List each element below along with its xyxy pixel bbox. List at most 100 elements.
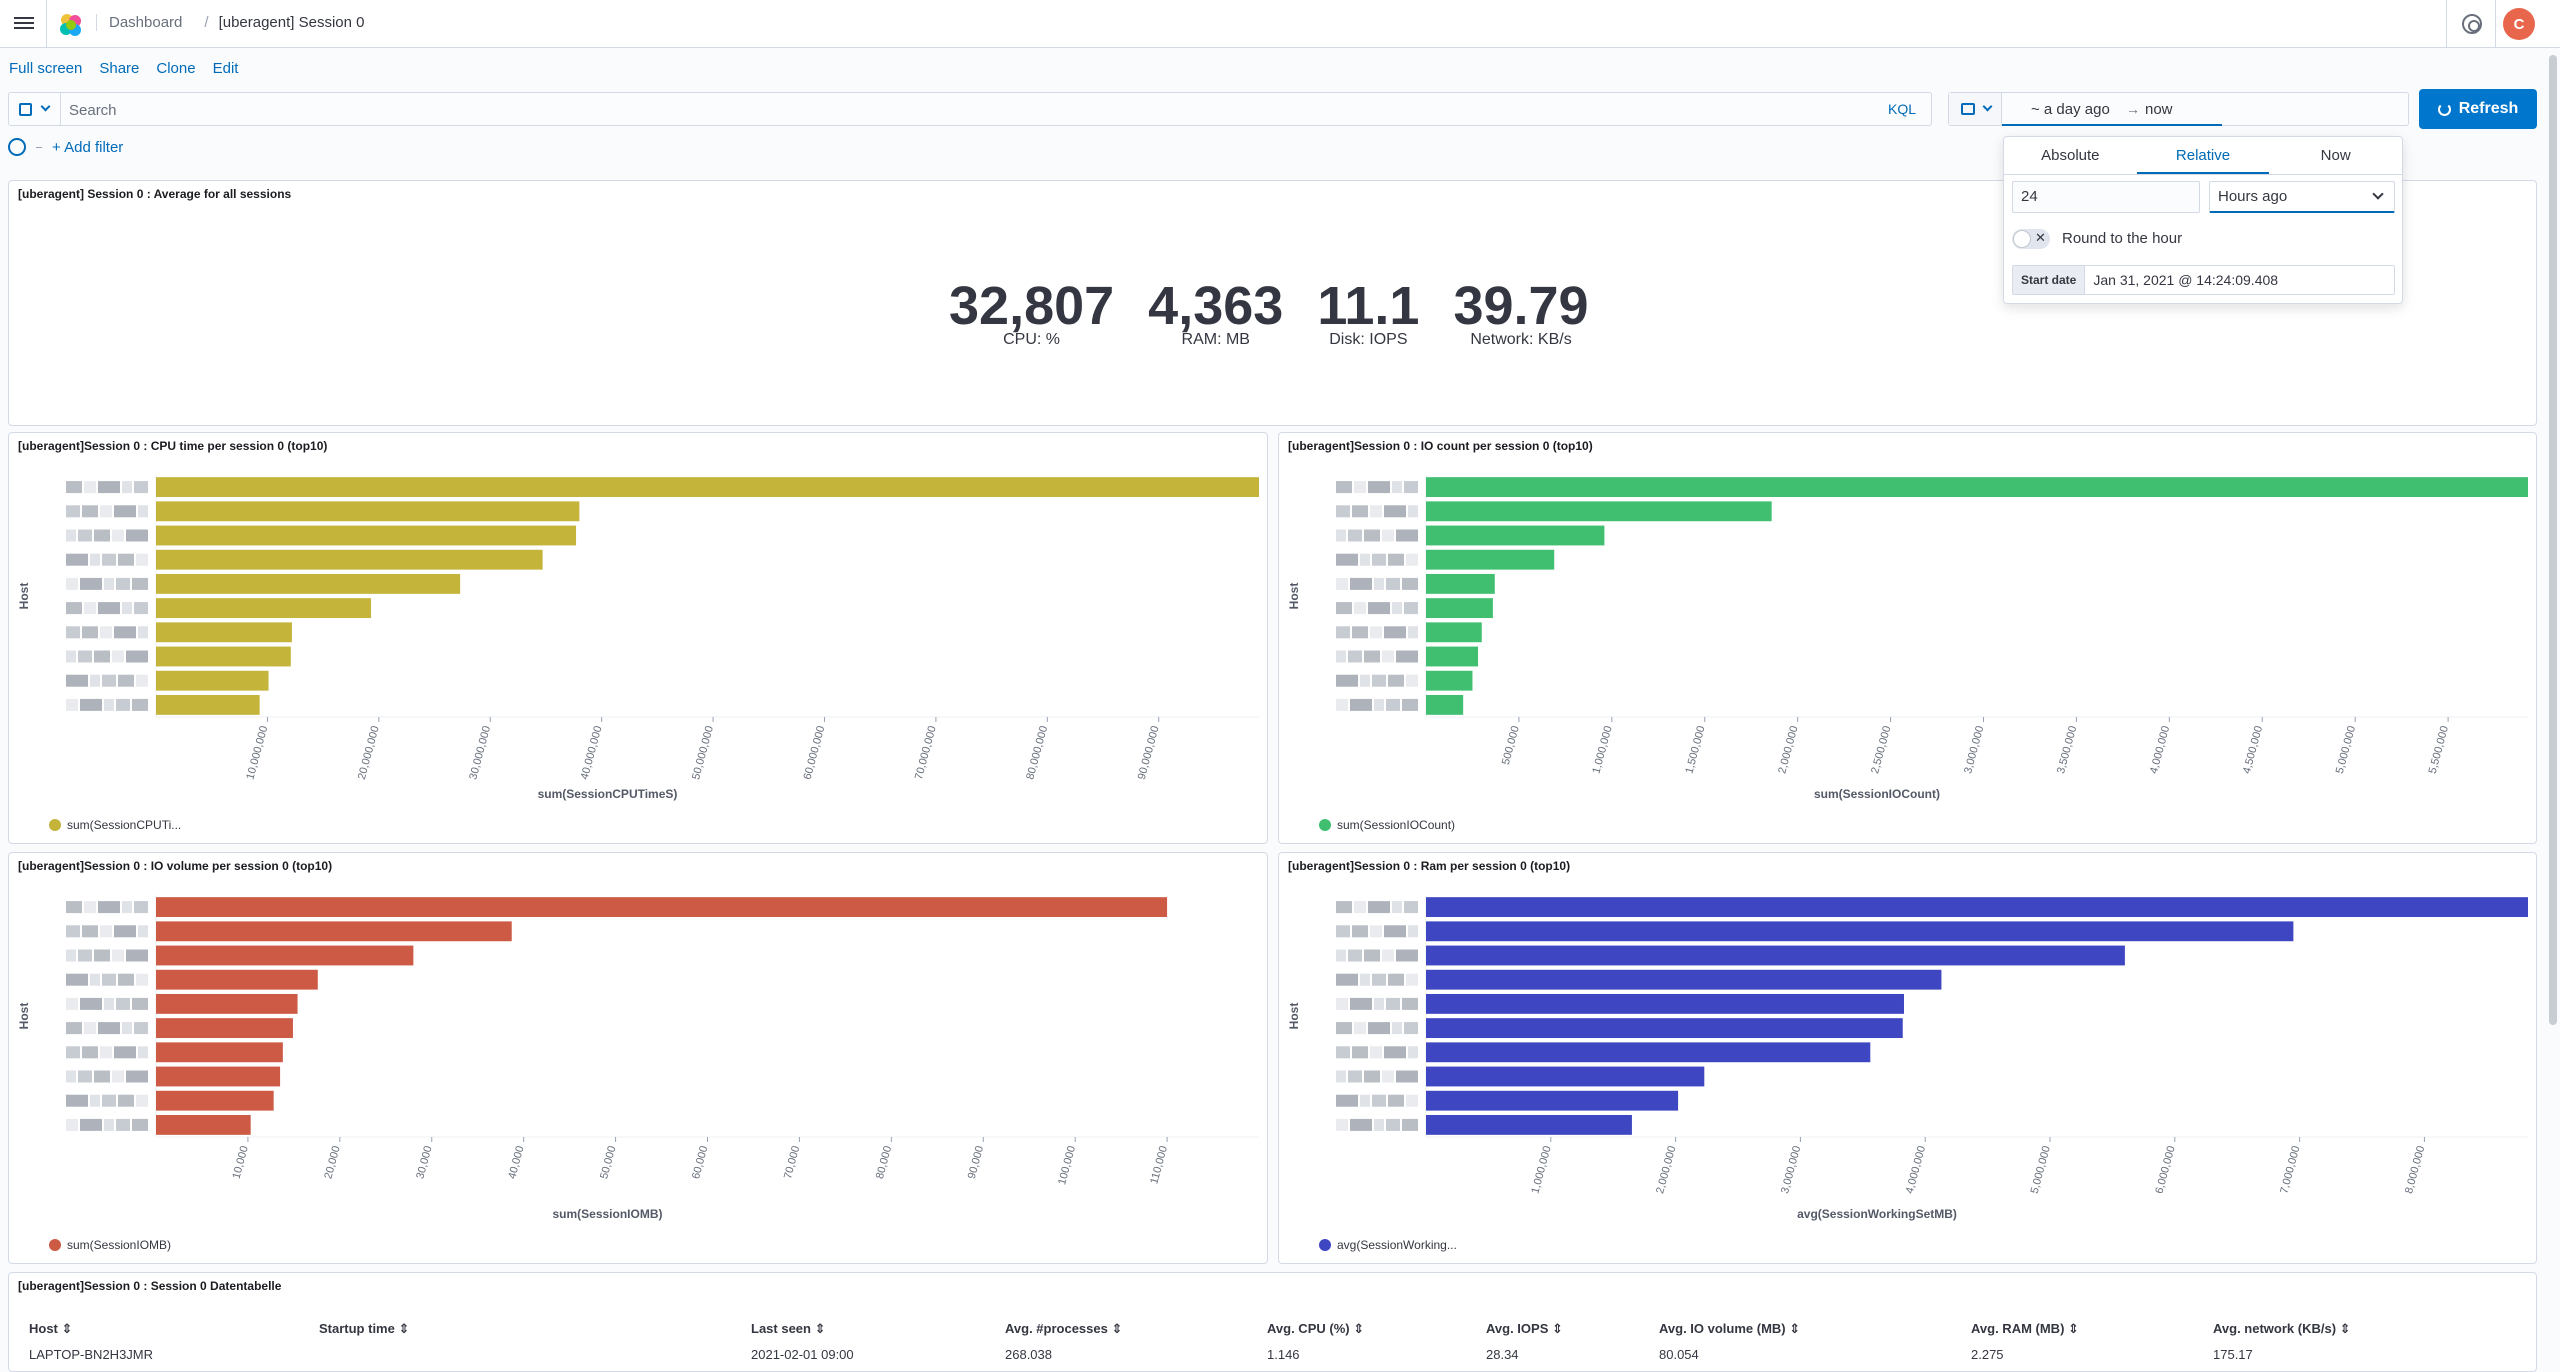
table-header-2[interactable]: Last seen ⇕ [751, 1321, 826, 1336]
redacted-block [126, 1070, 148, 1083]
host-label-redacted [66, 674, 148, 687]
redacted-block [98, 481, 120, 494]
io-volume-bar-chart: 10,000 20,000 30,000 40,000 50,000 60,000 70,0… [17, 895, 1259, 1252]
add-filter-button[interactable]: + Add filter [52, 138, 124, 156]
metric-row: 32,807 CPU: % 4,363 RAM: MB 11.1 Disk: I… [949, 279, 1623, 349]
redacted-block [82, 925, 98, 938]
host-label-redacted [1336, 602, 1418, 615]
redacted-block [66, 925, 80, 938]
host-label-redacted [1336, 997, 1418, 1010]
menu-icon[interactable] [14, 14, 34, 34]
x-tick-label: 20,000 [322, 1145, 342, 1181]
tab-absolute[interactable]: Absolute [2041, 147, 2100, 164]
table-header-1[interactable]: Startup time ⇕ [319, 1321, 410, 1336]
redacted-block [1392, 602, 1402, 615]
redacted-block [66, 1118, 78, 1131]
redacted-block [98, 901, 120, 914]
date-tabs: Absolute Relative Now [2004, 137, 2402, 175]
refresh-label: Refresh [2458, 100, 2519, 117]
x-tick-label: 80,000 [874, 1145, 894, 1181]
redacted-block [1336, 505, 1350, 518]
start-date-value: Jan 31, 2021 @ 14:24:09.408 [2093, 272, 2279, 288]
redacted-block [78, 1070, 92, 1083]
host-label-redacted [66, 553, 148, 566]
date-start[interactable]: ~ a day ago [2031, 101, 2110, 118]
redacted-block [132, 698, 148, 711]
chevron-down-icon [40, 101, 51, 112]
tab-relative[interactable]: Relative [2136, 137, 2270, 174]
redacted-block [132, 997, 148, 1010]
x-tick-label: 40,000 [506, 1145, 526, 1181]
share-link[interactable]: Share [99, 60, 140, 77]
refresh-button[interactable]: Refresh [2419, 89, 2537, 129]
kql-toggle[interactable]: KQL [1887, 101, 1916, 117]
redacted-block [1392, 901, 1402, 914]
elastic-logo-icon[interactable] [58, 12, 84, 38]
redacted-block [134, 1022, 148, 1035]
edit-link[interactable]: Edit [212, 60, 239, 77]
redacted-block [104, 997, 114, 1010]
table-header-7[interactable]: Avg. RAM (MB) ⇕ [1971, 1321, 2079, 1336]
help-icon[interactable] [2462, 14, 2482, 34]
redacted-block [1372, 553, 1386, 566]
top-nav-bar: Dashboard / [uberagent] Session 0 C [0, 0, 2560, 48]
redacted-block [66, 650, 76, 663]
bar [156, 1042, 283, 1063]
start-date-field[interactable]: Start date Jan 31, 2021 @ 14:24:09.408 [2012, 265, 2395, 295]
metric-value: 32,807 [949, 276, 1115, 336]
redacted-block [102, 674, 116, 687]
bar [156, 622, 292, 643]
tab-now[interactable]: Now [2320, 147, 2351, 164]
chevron-down-icon [2372, 188, 2384, 200]
x-tick-label: 5,000,000 [2029, 1145, 2053, 1195]
redacted-block [1382, 949, 1394, 962]
relative-amount-input[interactable]: 24 [2012, 181, 2200, 213]
redacted-block [1374, 1118, 1384, 1131]
page-scrollbar[interactable] [2549, 55, 2557, 1025]
clone-link[interactable]: Clone [156, 60, 196, 77]
date-end[interactable]: now [2145, 101, 2173, 118]
filter-row: + Add filter [8, 138, 123, 156]
table-header-0[interactable]: Host ⇕ [29, 1321, 73, 1336]
chevron-down-icon [1982, 101, 1993, 112]
redacted-block [78, 949, 92, 962]
round-to-hour-toggle[interactable]: ✕ [2012, 229, 2050, 249]
redacted-block [136, 553, 148, 566]
bar [1426, 1090, 1679, 1111]
redacted-block [78, 650, 92, 663]
table-header-5[interactable]: Avg. IOPS ⇕ [1486, 1321, 1563, 1336]
redacted-block [116, 997, 130, 1010]
user-avatar[interactable]: C [2503, 8, 2535, 40]
divider [2495, 0, 2496, 48]
breadcrumb-dashboard-link[interactable]: Dashboard [96, 14, 194, 31]
table-header-3[interactable]: Avg. #processes ⇕ [1005, 1321, 1123, 1336]
x-tick-label: 5,500,000 [2427, 725, 2451, 775]
table-header-8[interactable]: Avg. network (KB/s) ⇕ [2213, 1321, 2351, 1336]
relative-unit-select[interactable]: Hours ago [2209, 181, 2395, 213]
redacted-block [1360, 553, 1370, 566]
cpu-time-bar-chart: 10,000,000 20,000,000 30,000,000 40,000,000… [17, 475, 1259, 832]
search-input[interactable] [69, 99, 1889, 121]
table-header-4[interactable]: Avg. CPU (%) ⇕ [1267, 1321, 1365, 1336]
redacted-block [116, 577, 130, 590]
bar [1426, 694, 1464, 715]
redacted-block [1352, 505, 1368, 518]
relative-unit-value: Hours ago [2218, 188, 2288, 205]
bar [156, 945, 414, 966]
round-to-hour-label: Round to the hour [2062, 230, 2183, 247]
quick-menu-button[interactable] [1949, 93, 2002, 125]
table-cell: 28.34 [1486, 1347, 1519, 1362]
x-tick-label: 50,000 [598, 1145, 618, 1181]
redacted-block [90, 674, 100, 687]
legend-dot [49, 819, 61, 831]
redacted-block [134, 901, 148, 914]
redacted-block [1372, 973, 1386, 986]
redacted-block [1354, 602, 1366, 615]
filter-options-icon[interactable] [8, 138, 26, 156]
saved-query-button[interactable] [9, 93, 61, 125]
full-screen-link[interactable]: Full screen [9, 60, 83, 77]
x-tick-label: 100,000 [1056, 1145, 1078, 1187]
redacted-block [1406, 674, 1418, 687]
bar [1426, 477, 2528, 498]
table-header-6[interactable]: Avg. IO volume (MB) ⇕ [1659, 1321, 1801, 1336]
